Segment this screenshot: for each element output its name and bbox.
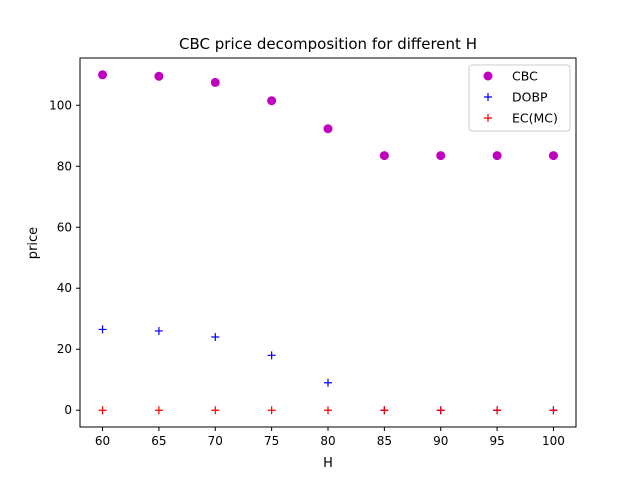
y-tick-label: 100 <box>49 98 72 112</box>
ec-mc-point <box>211 406 220 415</box>
cbc-point <box>379 151 389 161</box>
cbc-point <box>210 77 220 87</box>
ec-mc-point <box>324 406 332 415</box>
dobp-point <box>211 333 220 342</box>
legend-marker-dobp <box>484 93 492 101</box>
legend-label-ec-mc: EC(MC) <box>512 111 558 126</box>
x-tick-label: 100 <box>542 434 565 448</box>
x-axis: 60 65 70 75 80 85 90 95 100 <box>95 427 565 448</box>
cbc-point <box>548 151 558 161</box>
ec-mc-point <box>154 406 163 415</box>
x-tick-label: 85 <box>377 434 392 448</box>
x-tick-label: 60 <box>95 434 110 448</box>
chart-title: CBC price decomposition for different H <box>179 35 477 53</box>
ec-mc-point <box>493 406 502 415</box>
y-tick-label: 80 <box>57 159 72 173</box>
legend-label-cbc: CBC <box>512 69 538 84</box>
y-tick-label: 60 <box>57 220 72 234</box>
x-tick-label: 65 <box>151 434 166 448</box>
legend-box <box>468 64 571 132</box>
dobp-point <box>267 351 276 360</box>
cbc-point <box>98 70 108 80</box>
y-axis-label: price <box>26 227 41 259</box>
cbc-point <box>267 96 277 106</box>
x-tick-label: 75 <box>264 434 279 448</box>
dobp-point <box>98 325 107 334</box>
cbc-point <box>492 151 502 161</box>
dobp-point <box>154 326 163 335</box>
x-tick-label: 70 <box>208 434 223 448</box>
y-tick-label: 0 <box>64 403 72 417</box>
x-tick-label: 95 <box>489 434 504 448</box>
cbc-point <box>436 151 446 161</box>
cbc-point <box>323 124 333 134</box>
plot-area <box>98 70 558 415</box>
ec-mc-point <box>98 406 107 415</box>
ec-mc-point <box>549 406 558 415</box>
dobp-point <box>324 378 332 387</box>
legend-marker-ec-mc <box>484 114 492 122</box>
y-axis: 0 20 40 60 80 100 <box>49 98 80 417</box>
y-tick-label: 40 <box>57 281 72 295</box>
y-tick-label: 20 <box>57 342 72 356</box>
x-tick-label: 80 <box>320 434 335 448</box>
x-axis-label: H <box>323 456 333 471</box>
ec-mc-point <box>380 406 389 415</box>
axes-frame <box>79 57 577 428</box>
legend-marker-cbc <box>483 71 493 81</box>
x-tick-label: 90 <box>433 434 448 448</box>
legend: CBC DOBP EC(MC) <box>468 64 571 132</box>
ec-mc-point <box>436 406 445 415</box>
ec-mc-point <box>267 406 276 415</box>
cbc-point <box>154 71 164 81</box>
legend-label-dobp: DOBP <box>512 90 548 105</box>
